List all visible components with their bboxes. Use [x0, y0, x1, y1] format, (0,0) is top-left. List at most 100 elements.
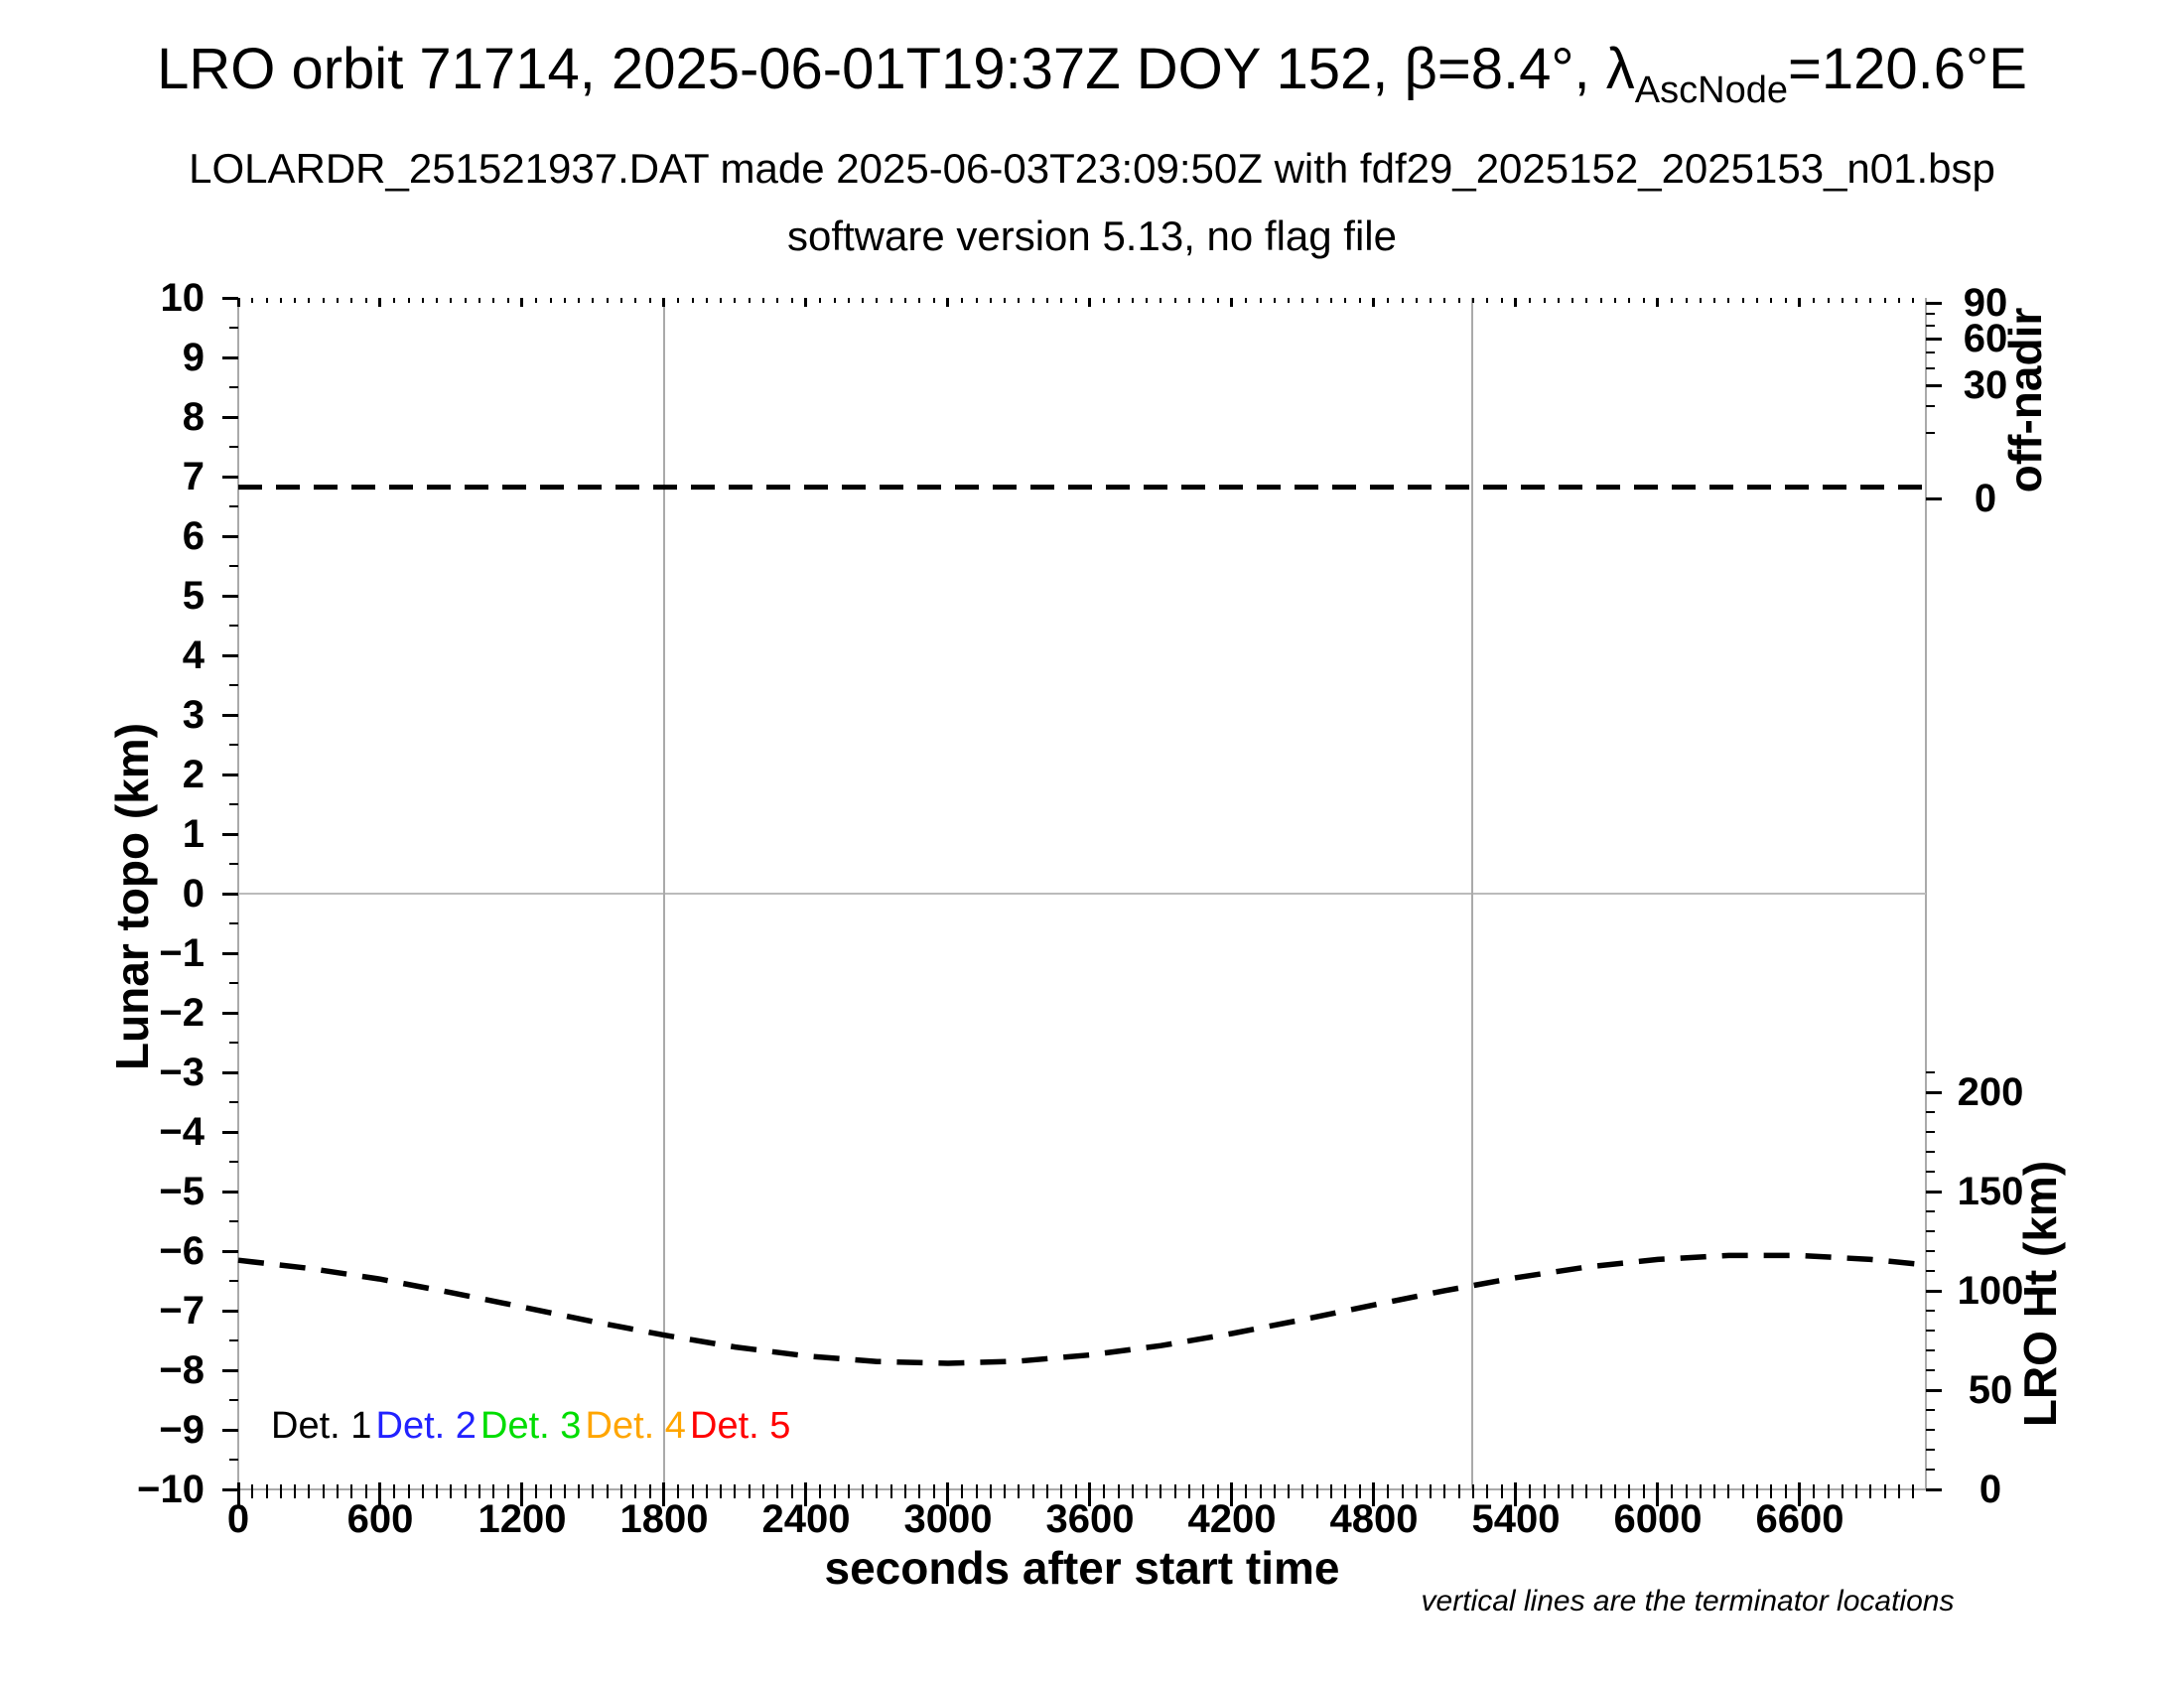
x-tick	[606, 1484, 609, 1498]
x-tick	[1301, 1484, 1304, 1498]
x-tick	[506, 1484, 509, 1498]
zero-gridline	[238, 893, 1926, 895]
x-tick	[804, 1482, 808, 1506]
x-top-tick	[1557, 298, 1560, 303]
y-left-tick	[229, 1220, 238, 1222]
x-tick	[1259, 1484, 1262, 1498]
y-left-tick	[222, 415, 238, 419]
y-left-tick-label: −6	[159, 1229, 205, 1273]
x-top-tick	[1103, 298, 1106, 303]
y-left-tick-label: 9	[182, 336, 205, 379]
x-tick	[620, 1484, 623, 1498]
x-tick	[790, 1484, 793, 1498]
x-tick	[904, 1484, 907, 1498]
y-left-tick-label: 3	[182, 693, 205, 737]
x-top-tick	[478, 298, 481, 303]
x-tick	[1202, 1484, 1205, 1498]
y-left-tick	[222, 951, 238, 955]
lro-ht-tick	[1926, 1151, 1935, 1153]
x-top-tick	[734, 298, 737, 303]
y-left-tick	[229, 1042, 238, 1044]
offnadir-tick-label: 90	[1963, 281, 2008, 325]
lro-ht-tick	[1926, 1469, 1935, 1471]
x-tick	[662, 1482, 666, 1506]
y-left-tick	[229, 386, 238, 388]
x-tick	[1088, 1482, 1092, 1506]
x-top-tick	[1088, 298, 1092, 307]
lro-ht-tick-label: 100	[1957, 1269, 2024, 1313]
x-tick	[364, 1484, 367, 1498]
y-left-tick-label: 7	[182, 455, 205, 498]
x-top-tick	[1415, 298, 1418, 303]
x-tick	[1841, 1484, 1843, 1498]
y-left-tick	[229, 1280, 238, 1282]
x-top-tick	[1883, 298, 1886, 303]
x-top-tick	[407, 298, 410, 303]
offnadir-tick	[1926, 383, 1942, 387]
lro-ht-tick	[1926, 1250, 1935, 1252]
y-left-tick-label: 4	[182, 633, 205, 677]
x-tick-label: 0	[226, 1497, 250, 1541]
y-left-tick	[229, 1101, 238, 1103]
x-top-tick	[1671, 298, 1674, 303]
x-tick	[1372, 1482, 1376, 1506]
x-top-tick	[1202, 298, 1205, 303]
x-tick	[1216, 1484, 1219, 1498]
x-tick	[421, 1484, 424, 1498]
x-top-tick	[606, 298, 609, 303]
x-tick	[819, 1484, 822, 1498]
x-tick	[592, 1484, 595, 1498]
y-left-tick	[222, 1190, 238, 1194]
x-tick	[847, 1484, 850, 1498]
x-top-tick	[790, 298, 793, 303]
x-top-tick	[1301, 298, 1304, 303]
x-top-tick	[1486, 298, 1489, 303]
x-tick	[1500, 1484, 1503, 1498]
x-top-tick	[762, 298, 765, 303]
y-left-tick-label: −1	[159, 931, 205, 975]
x-top-tick	[265, 298, 268, 303]
x-top-tick	[1472, 298, 1475, 303]
x-tick	[1131, 1484, 1134, 1498]
x-tick	[762, 1484, 765, 1498]
y-left-tick	[222, 832, 238, 836]
x-top-tick	[1074, 298, 1077, 303]
x-top-tick	[1798, 298, 1802, 307]
x-top-tick	[1912, 298, 1915, 303]
offnadir-tick-label: 0	[1974, 477, 1997, 520]
x-top-tick	[1344, 298, 1347, 303]
x-top-tick	[876, 298, 879, 303]
x-top-tick	[833, 298, 836, 303]
lro-ht-tick	[1926, 1349, 1935, 1351]
y-left-tick-label: −2	[159, 991, 205, 1035]
x-top-tick	[421, 298, 424, 303]
y-left-tick	[229, 505, 238, 507]
offnadir-tick	[1926, 337, 1942, 341]
lro-ht-tick	[1926, 1330, 1935, 1332]
x-top-tick	[1117, 298, 1120, 303]
x-tick-label: 6000	[1613, 1497, 1703, 1541]
legend-item-det4: Det. 4	[585, 1405, 686, 1447]
x-top-tick	[1273, 298, 1276, 303]
lro-ht-tick	[1926, 1090, 1942, 1094]
x-tick	[492, 1484, 495, 1498]
x-top-tick	[578, 298, 581, 303]
lro-ht-tick	[1926, 1388, 1942, 1392]
x-tick	[578, 1484, 581, 1498]
x-top-tick	[1585, 298, 1588, 303]
x-top-tick	[1784, 298, 1787, 303]
x-tick	[1443, 1484, 1446, 1498]
x-tick	[322, 1484, 325, 1498]
x-top-tick	[393, 298, 396, 303]
y-left-tick-label: −3	[159, 1051, 205, 1094]
x-tick	[1401, 1484, 1404, 1498]
y-left-tick	[222, 1428, 238, 1432]
y-left-tick-label: 10	[160, 276, 205, 320]
offnadir-tick	[1926, 301, 1942, 305]
x-top-tick	[1457, 298, 1460, 303]
x-tick	[862, 1484, 865, 1498]
x-tick	[1898, 1484, 1901, 1498]
y-left-tick	[222, 653, 238, 657]
y-left-tick	[229, 982, 238, 984]
x-tick	[1486, 1484, 1489, 1498]
